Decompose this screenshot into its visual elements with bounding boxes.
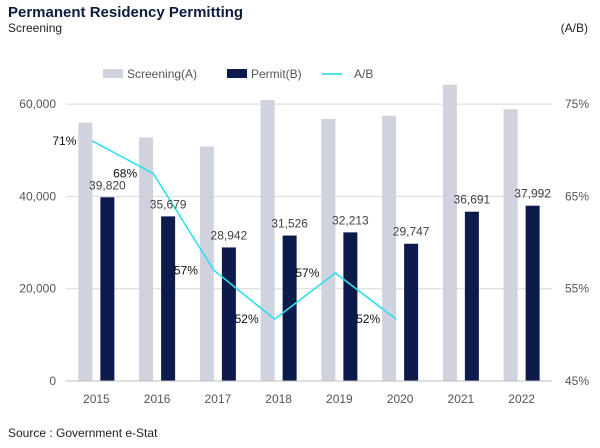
y2-tick-label: 65% (565, 189, 589, 203)
screening-bar (199, 146, 214, 381)
y2-tick-label: 75% (565, 97, 589, 111)
permit-value-label: 31,526 (271, 217, 308, 231)
y-tick-label: 0 (49, 374, 56, 388)
permit-value-label: 32,213 (332, 213, 369, 227)
screening-bar (321, 118, 336, 381)
permit-bar (404, 243, 419, 381)
x-tick-label: 2015 (83, 392, 110, 406)
bars (78, 84, 540, 382)
ratio-value-label: 52% (356, 312, 380, 326)
ratio-value-label: 57% (295, 266, 319, 280)
permit-value-label: 37,992 (514, 187, 551, 201)
ratio-value-label: 68% (113, 166, 137, 180)
y2-tick-label: 55% (565, 282, 589, 296)
ratio-value-label: 71% (52, 134, 76, 148)
y-tick-label: 40,000 (19, 189, 56, 203)
legend-label-ratio: A/B (354, 67, 373, 81)
source-note: Source : Government e-Stat (8, 426, 158, 440)
ratio-value-label: 57% (174, 263, 198, 277)
permit-bar (221, 247, 236, 381)
x-tick-label: 2019 (326, 392, 353, 406)
right-axis-title: (A/B) (560, 21, 588, 35)
x-tick-label: 2018 (265, 392, 292, 406)
y-tick-label: 60,000 (19, 97, 56, 111)
permit-bar (161, 216, 176, 381)
permit-bar (464, 211, 479, 381)
axes: 0 20,000 40,000 60,000 45% 55% 65% 75% 2015 2016 2… (19, 97, 589, 406)
permit-bar (100, 197, 115, 381)
x-tick-label: 2020 (387, 392, 414, 406)
legend-swatch-permit (227, 69, 247, 78)
screening-bar (503, 109, 518, 382)
ratio-line-path (91, 140, 397, 321)
permit-value-label: 35,679 (150, 197, 187, 211)
x-tick-label: 2021 (448, 392, 475, 406)
legend-label-screening: Screening(A) (127, 67, 197, 81)
legend-swatch-screening (103, 69, 123, 78)
permit-value-label: 39,820 (89, 178, 126, 192)
y-tick-label: 20,000 (19, 282, 56, 296)
y2-tick-label: 45% (565, 374, 589, 388)
x-tick-label: 2017 (205, 392, 232, 406)
left-axis-title: Screening (8, 21, 63, 35)
legend-label-permit: Permit(B) (251, 67, 302, 81)
screening-bar (442, 84, 457, 382)
screening-bar (78, 122, 93, 381)
ratio-value-label: 52% (235, 312, 259, 326)
chart-title: Permanent Residency Permitting (8, 4, 244, 21)
ratio-line (91, 140, 397, 321)
screening-bar (260, 99, 275, 382)
permit-value-label: 28,942 (211, 228, 248, 242)
permit-bar (343, 232, 358, 381)
permit-value-label: 36,691 (454, 193, 491, 207)
screening-bar (139, 137, 154, 381)
screening-bar (382, 115, 397, 381)
x-tick-label: 2022 (508, 392, 535, 406)
permit-value-label: 29,747 (393, 225, 430, 239)
data-labels: 39,820 35,679 28,942 31,526 32,213 29,747 36,6… (52, 134, 551, 326)
x-tick-label: 2016 (144, 392, 171, 406)
legend: Screening(A) Permit(B) A/B (103, 67, 373, 81)
permit-bar (525, 205, 540, 381)
